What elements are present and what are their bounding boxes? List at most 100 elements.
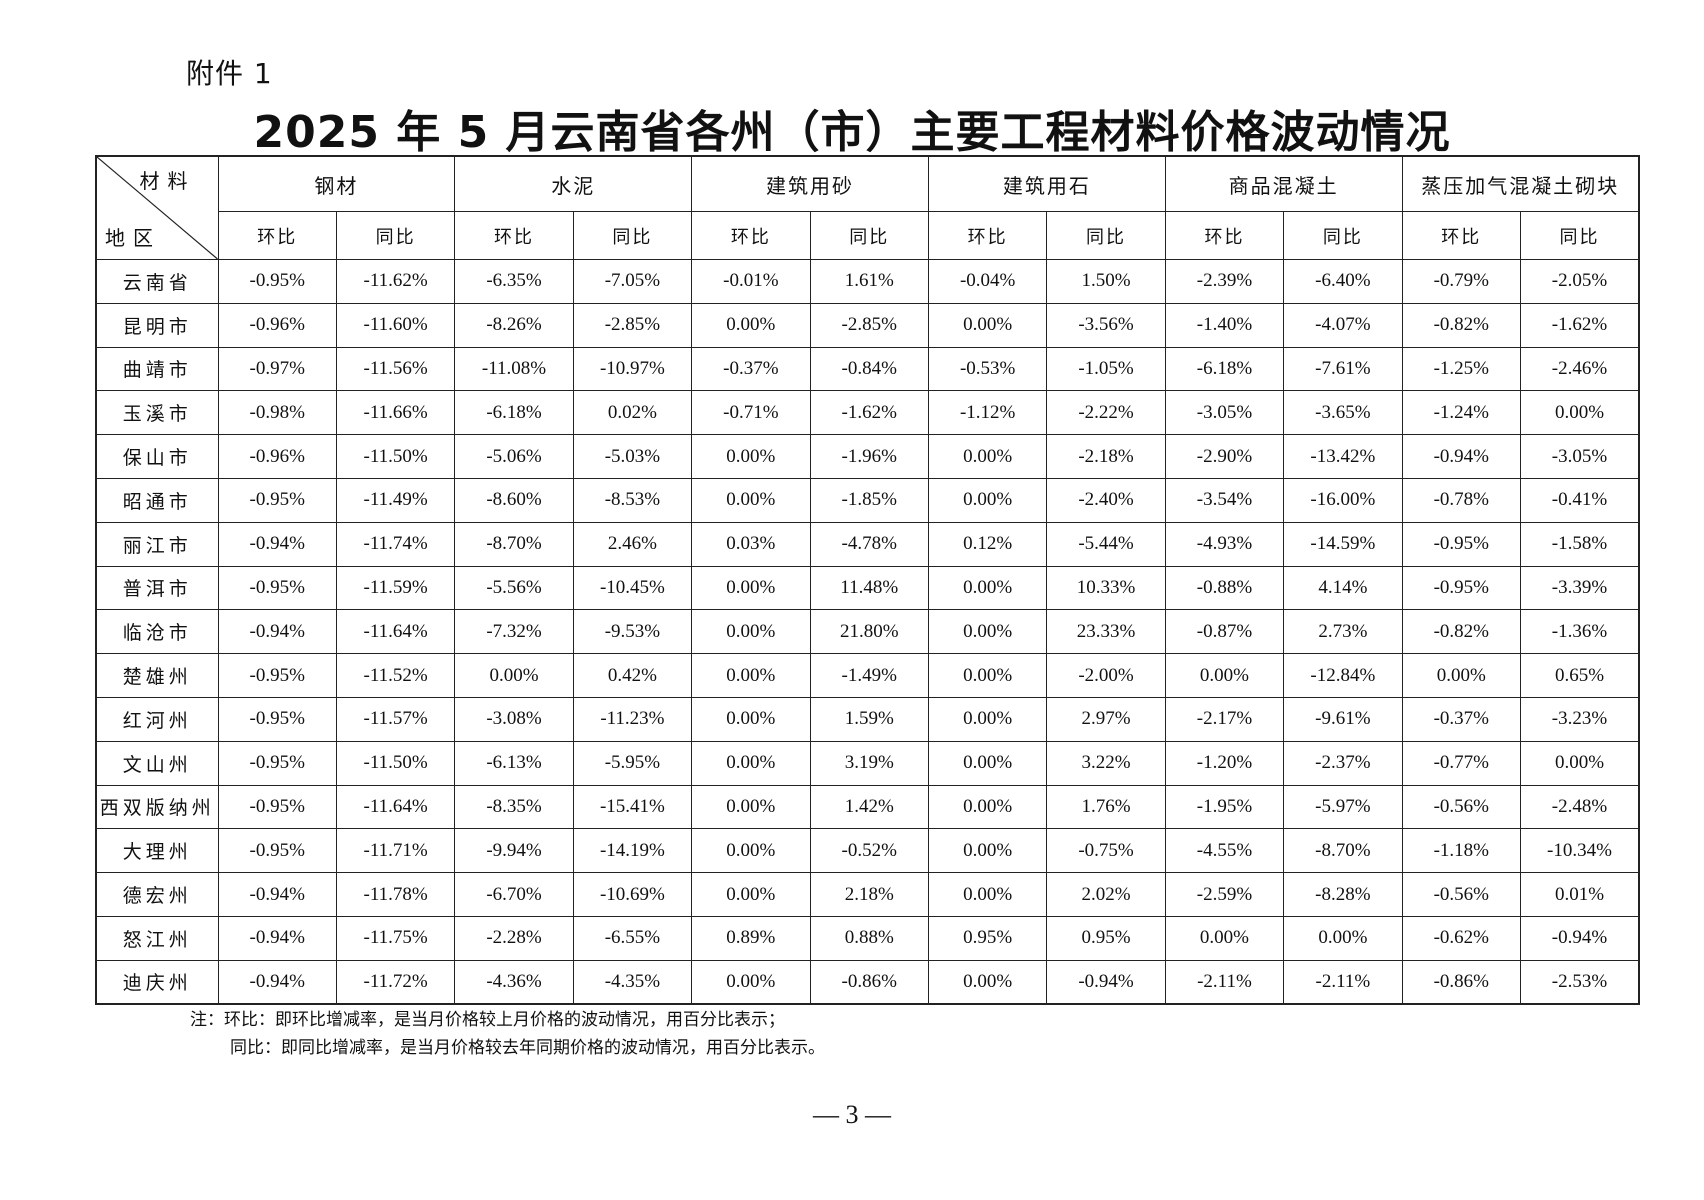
value-cell: -0.41% (1519, 477, 1640, 523)
value-cell: -10.97% (572, 346, 693, 392)
value-cell: -14.59% (1283, 521, 1403, 567)
value-cell: -3.54% (1164, 477, 1285, 523)
value-cell: -2.53% (1519, 959, 1640, 1005)
table-row: 玉溪市 -0.98% -11.66% -6.18% 0.02% -0.71% -1.62% -… (95, 390, 1640, 436)
value-cell: -2.90% (1164, 434, 1285, 479)
sub-header-yoy: 同比 (572, 211, 693, 260)
value-cell: -5.06% (454, 434, 574, 479)
value-cell: -0.84% (809, 346, 929, 392)
region-cell: 临沧市 (95, 609, 219, 655)
value-cell: -3.05% (1519, 434, 1640, 479)
value-cell: -11.71% (335, 828, 456, 874)
value-cell: -0.87% (1164, 609, 1285, 655)
value-cell: 0.65% (1519, 653, 1640, 698)
value-cell: -0.82% (1401, 302, 1521, 348)
value-cell: -6.18% (1164, 346, 1285, 392)
material-header-aac-block: 蒸压加气混凝土砌块 (1401, 155, 1640, 212)
value-cell: -7.05% (572, 259, 693, 304)
document-title: 2025 年 5 月云南省各州（市）主要工程材料价格波动情况 (253, 107, 1451, 158)
value-cell: -0.95% (217, 259, 337, 304)
value-cell: 0.01% (1519, 872, 1640, 917)
value-cell: -13.42% (1283, 434, 1403, 479)
value-cell: -4.36% (454, 959, 574, 1005)
value-cell: -10.34% (1519, 828, 1640, 874)
value-cell: -11.66% (335, 390, 456, 436)
value-cell: -1.85% (809, 477, 929, 523)
value-cell: -9.94% (454, 828, 574, 874)
value-cell: -0.95% (1401, 521, 1521, 567)
value-cell: -8.35% (454, 784, 574, 830)
value-cell: -6.18% (454, 390, 574, 436)
value-cell: -0.79% (1401, 259, 1521, 304)
value-cell: -12.84% (1283, 653, 1403, 698)
value-cell: -0.95% (217, 828, 337, 874)
value-cell: -3.05% (1164, 390, 1285, 436)
table-row: 楚雄州 -0.95% -11.52% 0.00% 0.42% 0.00% -1.49% 0.0… (95, 653, 1640, 698)
value-cell: 0.00% (691, 959, 811, 1005)
value-cell: 0.42% (572, 653, 693, 698)
value-cell: 0.00% (454, 653, 574, 698)
value-cell: 23.33% (1046, 609, 1166, 655)
value-cell: 2.97% (1046, 696, 1166, 742)
value-cell: 1.50% (1046, 259, 1166, 304)
value-cell: 1.42% (809, 784, 929, 830)
corner-label-region: 地区 (105, 226, 161, 250)
value-cell: -1.12% (927, 390, 1048, 436)
value-cell: 0.00% (1519, 390, 1640, 436)
value-cell: -11.56% (335, 346, 456, 392)
value-cell: -11.23% (572, 696, 693, 742)
value-cell: 0.03% (691, 521, 811, 567)
sub-header-yoy: 同比 (1046, 211, 1166, 260)
value-cell: 0.89% (691, 915, 811, 961)
value-cell: -0.94% (1519, 915, 1640, 961)
note-year-on-year: 同比：即同比增减率，是当月价格较去年同期价格的波动情况，用百分比表示。 (230, 1038, 825, 1058)
value-cell: 0.00% (927, 302, 1048, 348)
sub-header-yoy: 同比 (809, 211, 929, 260)
region-cell: 文山州 (95, 740, 219, 786)
value-cell: 3.22% (1046, 740, 1166, 786)
value-cell: -1.25% (1401, 346, 1521, 392)
value-cell: -9.53% (572, 609, 693, 655)
value-cell: 0.00% (691, 828, 811, 874)
table-row: 迪庆州 -0.94% -11.72% -4.36% -4.35% 0.00% -0.86% 0… (95, 959, 1640, 1005)
value-cell: 21.80% (809, 609, 929, 655)
value-cell: -0.94% (1046, 959, 1166, 1005)
table-row: 昭通市 -0.95% -11.49% -8.60% -8.53% 0.00% -1.85% 0… (95, 477, 1640, 523)
value-cell: -6.55% (572, 915, 693, 961)
value-cell: -1.62% (1519, 302, 1640, 348)
value-cell: -2.46% (1519, 346, 1640, 392)
value-cell: -0.94% (217, 915, 337, 961)
sub-header-mom: 环比 (217, 211, 337, 260)
page-number: — 3 — (813, 1100, 891, 1129)
value-cell: -2.37% (1283, 740, 1403, 786)
corner-label-material: 材料 (139, 169, 196, 193)
value-cell: 0.88% (809, 915, 929, 961)
value-cell: -0.95% (217, 740, 337, 786)
value-cell: -0.95% (217, 565, 337, 611)
value-cell: -11.57% (335, 696, 456, 742)
region-cell: 德宏州 (95, 872, 219, 917)
value-cell: -2.11% (1283, 959, 1403, 1005)
value-cell: -11.74% (335, 521, 456, 567)
value-cell: -2.85% (809, 302, 929, 348)
value-cell: -9.61% (1283, 696, 1403, 742)
value-cell: -2.00% (1046, 653, 1166, 698)
value-cell: -11.52% (335, 653, 456, 698)
value-cell: -6.35% (454, 259, 574, 304)
value-cell: 0.00% (927, 653, 1048, 698)
value-cell: -3.65% (1283, 390, 1403, 436)
value-cell: 0.00% (1401, 653, 1521, 698)
value-cell: 1.61% (809, 259, 929, 304)
value-cell: -0.56% (1401, 872, 1521, 917)
value-cell: -0.71% (691, 390, 811, 436)
value-cell: -0.95% (217, 477, 337, 523)
value-cell: 0.00% (1164, 653, 1285, 698)
value-cell: -16.00% (1283, 477, 1403, 523)
value-cell: 4.14% (1283, 565, 1403, 611)
sub-header-mom: 环比 (1401, 211, 1521, 260)
value-cell: 0.00% (691, 740, 811, 786)
region-cell: 昭通市 (95, 477, 219, 523)
value-cell: 0.00% (691, 696, 811, 742)
value-cell: -3.56% (1046, 302, 1166, 348)
value-cell: 0.00% (691, 302, 811, 348)
